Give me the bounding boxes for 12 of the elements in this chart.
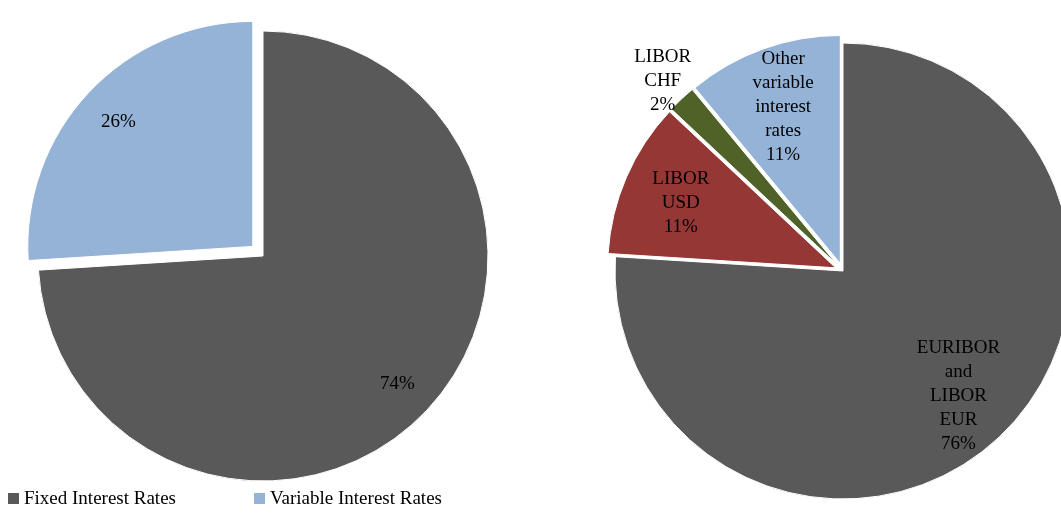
data-label: 11%: [663, 214, 699, 236]
slice-label: Fixed Interest Rates: [23, 487, 176, 509]
slice-label: EURIBOR and LIBOR EUR: [916, 335, 1001, 429]
data-label: 26%: [100, 109, 136, 131]
slice-label: Other variable interest rates: [752, 46, 814, 140]
slice-label: LIBOR CHF: [634, 44, 692, 90]
data-label: 76%: [941, 431, 977, 453]
legend-label: Variable Interest Rates: [268, 487, 442, 509]
data-label: 2%: [650, 92, 676, 114]
data-label: 74%: [380, 371, 416, 393]
data-label: 11%: [766, 142, 801, 164]
slice-label: LIBOR USD: [652, 166, 710, 212]
